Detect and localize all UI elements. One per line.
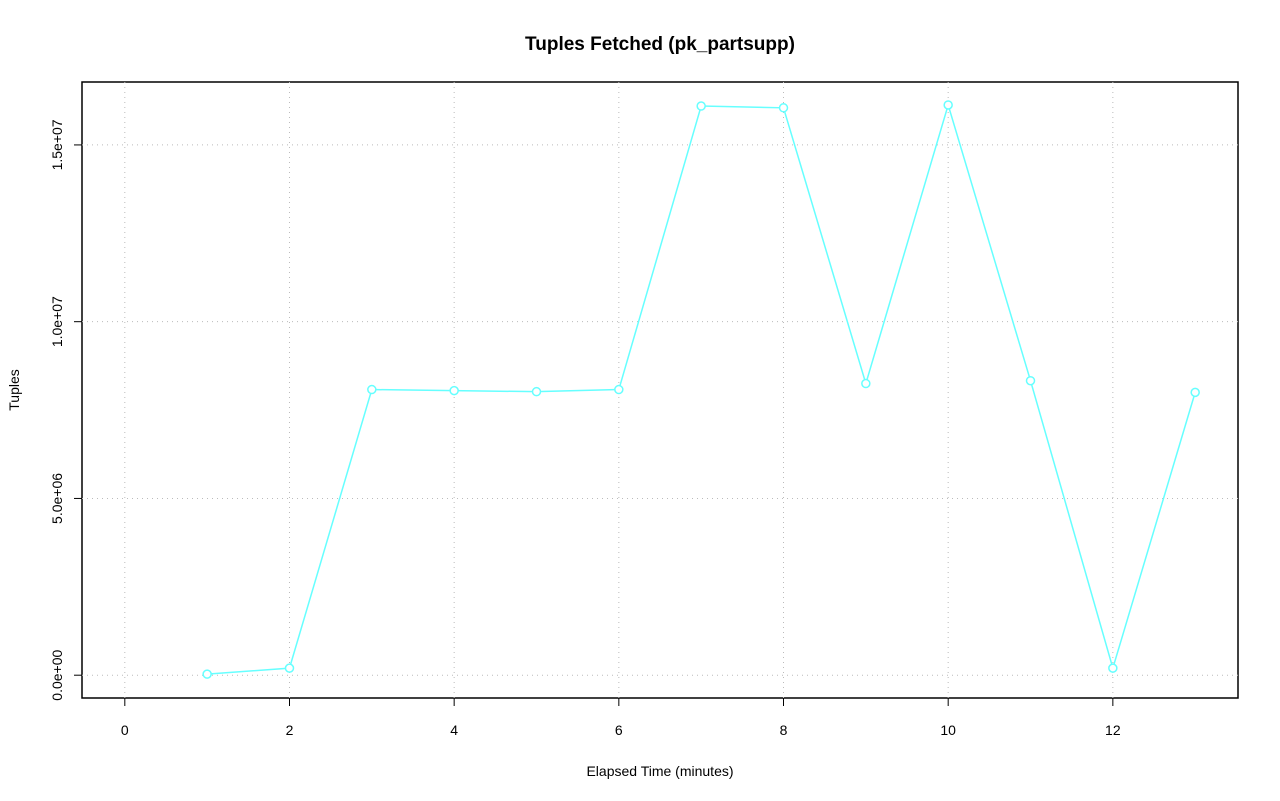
point xyxy=(202,669,212,679)
x-tick-label: 0 xyxy=(121,722,129,738)
x-tick-label: 12 xyxy=(1105,722,1121,738)
x-tick-label: 4 xyxy=(450,722,458,738)
point xyxy=(1108,663,1118,673)
point xyxy=(1025,375,1036,386)
series-line xyxy=(207,102,1196,675)
y-tick-label: 1.5e+07 xyxy=(49,119,65,170)
y-tick-label: 0.0e+00 xyxy=(49,649,65,700)
y-tick-label: 1.0e+07 xyxy=(49,296,65,347)
y-axis-label: Tuples xyxy=(6,369,22,411)
plot-box xyxy=(81,81,1239,699)
y-tick-label: 5.0e+06 xyxy=(49,473,65,524)
point xyxy=(696,101,706,111)
point xyxy=(531,386,542,397)
point xyxy=(943,100,953,110)
x-tick-label: 6 xyxy=(615,722,623,738)
x-tick-label: 2 xyxy=(286,722,294,738)
chart-title: Tuples Fetched (pk_partsupp) xyxy=(525,34,795,55)
point xyxy=(778,103,789,113)
point xyxy=(861,378,871,389)
x-tick-label: 10 xyxy=(940,722,956,738)
point xyxy=(284,663,295,673)
x-tick-label: 8 xyxy=(780,722,788,738)
point xyxy=(1190,387,1200,398)
point xyxy=(367,384,377,395)
point xyxy=(449,385,459,396)
point xyxy=(614,384,624,395)
x-axis-label: Elapsed Time (minutes) xyxy=(586,763,733,779)
